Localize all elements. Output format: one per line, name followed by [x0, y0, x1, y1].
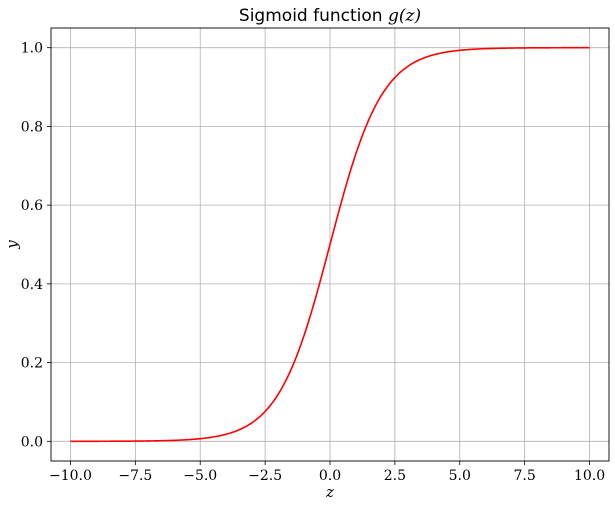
sigmoid-line	[70, 46, 590, 443]
x-tick-label: −10.0	[49, 468, 92, 484]
y-tick-label: 1.0	[21, 41, 43, 57]
x-tick-label: 2.5	[384, 468, 406, 484]
chart-title: Sigmoid function g(z)	[239, 6, 421, 26]
x-tick-label: 10.0	[574, 468, 605, 484]
y-tick-label: 0.0	[21, 434, 43, 450]
y-tick-label: 0.6	[21, 198, 43, 214]
chart-title-text: Sigmoid function	[239, 6, 388, 26]
x-tick-label: −7.5	[118, 468, 152, 484]
y-tick-label: 0.2	[21, 356, 43, 372]
x-axis-ticks: −10.0 −7.5 −5.0 −2.5 0.0 2.5 5.0 7.5 10.0	[49, 461, 605, 484]
x-tick-label: 7.5	[514, 468, 536, 484]
y-axis-label: y	[3, 240, 21, 250]
y-tick-label: 0.4	[21, 277, 43, 293]
y-tick-label: 0.8	[21, 119, 43, 135]
x-tick-label: −5.0	[183, 468, 217, 484]
x-axis-label: z	[325, 483, 334, 501]
chart-title-math: g(z)	[388, 6, 421, 26]
x-tick-label: 5.0	[449, 468, 471, 484]
series-layer	[70, 46, 590, 443]
x-tick-label: 0.0	[319, 468, 341, 484]
y-axis-ticks: 0.0 0.2 0.4 0.6 0.8 1.0	[21, 41, 51, 450]
x-tick-label: −2.5	[248, 468, 282, 484]
